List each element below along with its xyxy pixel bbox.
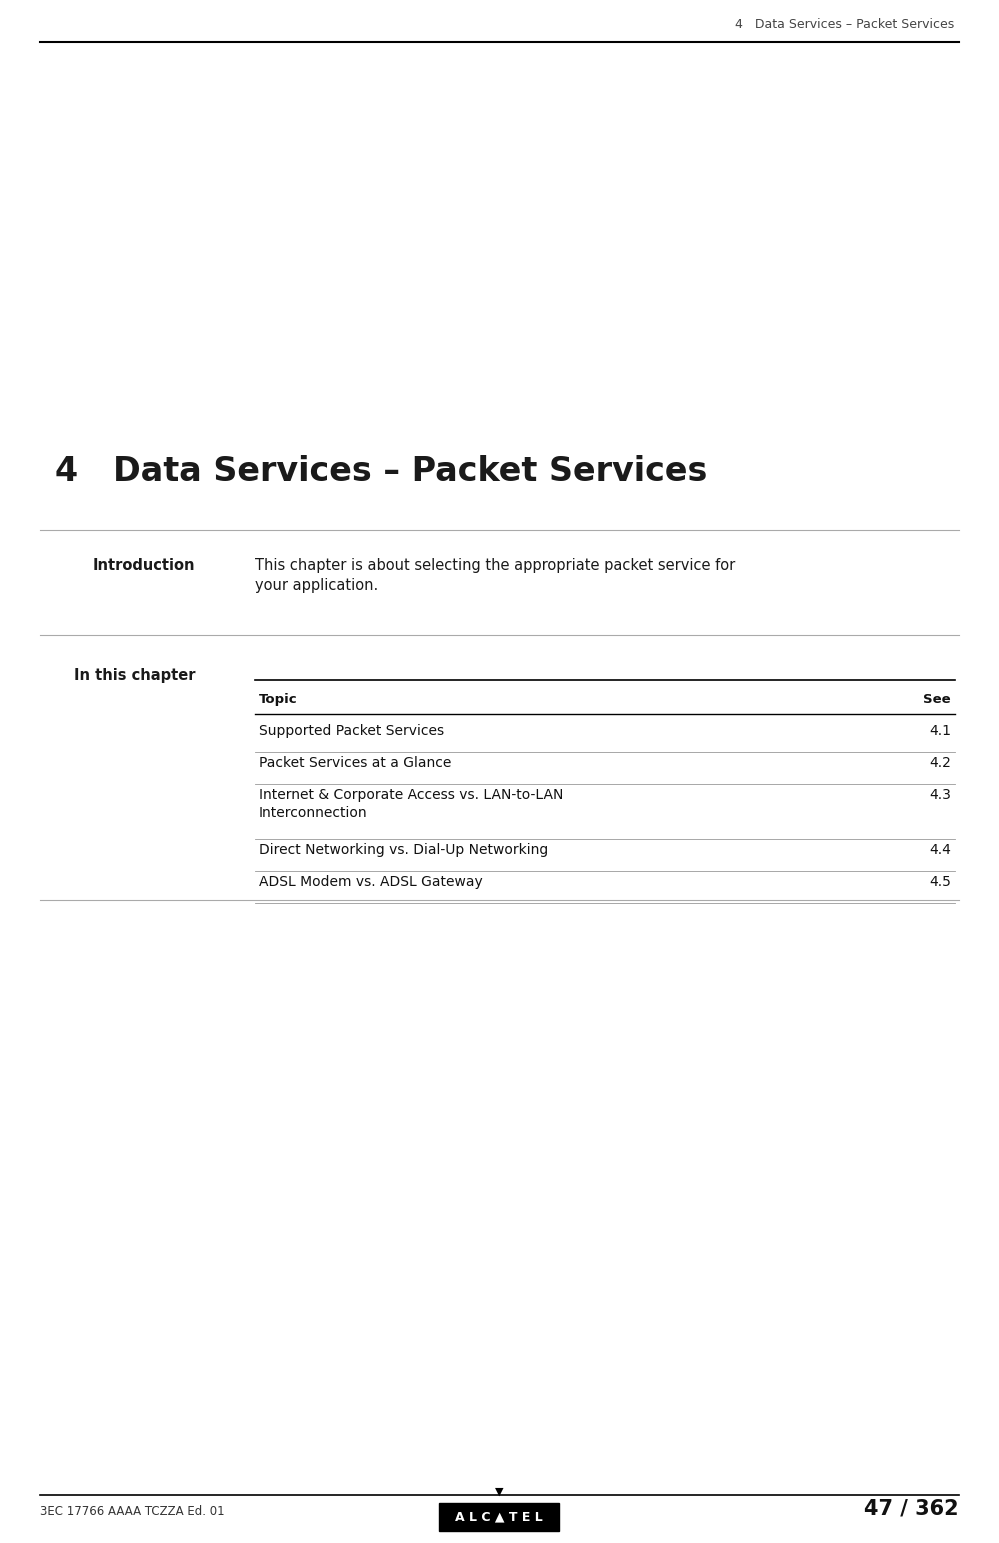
Text: 4.3: 4.3 xyxy=(929,788,951,802)
Text: 4.2: 4.2 xyxy=(929,756,951,770)
Text: Packet Services at a Glance: Packet Services at a Glance xyxy=(259,756,452,770)
Text: 47 / 362: 47 / 362 xyxy=(864,1498,959,1518)
Text: Topic: Topic xyxy=(259,693,298,707)
Text: Direct Networking vs. Dial-Up Networking: Direct Networking vs. Dial-Up Networking xyxy=(259,842,548,856)
Text: In this chapter: In this chapter xyxy=(74,668,195,684)
Text: ADSL Modem vs. ADSL Gateway: ADSL Modem vs. ADSL Gateway xyxy=(259,875,483,889)
Text: This chapter is about selecting the appropriate packet service for: This chapter is about selecting the appr… xyxy=(255,559,735,572)
Text: Introduction: Introduction xyxy=(93,559,195,572)
Text: your application.: your application. xyxy=(255,579,379,593)
Text: Supported Packet Services: Supported Packet Services xyxy=(259,724,445,738)
Text: Internet & Corporate Access vs. LAN-to-LAN: Internet & Corporate Access vs. LAN-to-L… xyxy=(259,788,563,802)
Text: 3EC 17766 AAAA TCZZA Ed. 01: 3EC 17766 AAAA TCZZA Ed. 01 xyxy=(40,1504,225,1518)
Text: 4.4: 4.4 xyxy=(929,842,951,856)
Bar xyxy=(439,1503,559,1531)
Text: Interconnection: Interconnection xyxy=(259,805,368,819)
Text: See: See xyxy=(923,693,951,707)
Text: A L C ▲ T E L: A L C ▲ T E L xyxy=(456,1511,542,1523)
Text: ▼: ▼ xyxy=(495,1487,503,1497)
Text: 4   Data Services – Packet Services: 4 Data Services – Packet Services xyxy=(735,19,954,31)
Text: 4.5: 4.5 xyxy=(929,875,951,889)
Text: 4   Data Services – Packet Services: 4 Data Services – Packet Services xyxy=(55,455,707,488)
Text: 4.1: 4.1 xyxy=(929,724,951,738)
